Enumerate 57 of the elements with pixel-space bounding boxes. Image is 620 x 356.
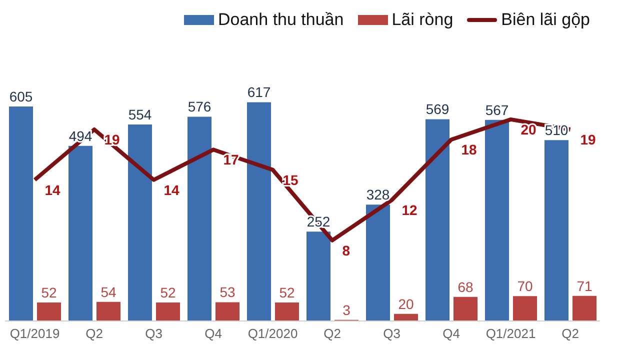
bar (247, 102, 271, 321)
bar (485, 120, 509, 321)
data-label: 3 (342, 302, 351, 318)
x-tick-label: Q1/2019 (10, 326, 60, 342)
bar (572, 296, 596, 321)
data-label: 68 (458, 278, 474, 295)
legend-label: Lãi ròng (390, 10, 454, 30)
bar (216, 302, 240, 321)
data-label: 554 (128, 106, 152, 123)
data-label: 54 (100, 284, 116, 300)
bar (426, 119, 450, 321)
bar (128, 124, 152, 321)
x-tick-label: Q4 (442, 326, 460, 342)
bar (394, 314, 418, 321)
x-tick-label: Q1/2021 (486, 326, 536, 342)
data-label: 8 (342, 242, 350, 258)
x-tick-label: Q2 (562, 326, 579, 342)
data-label: 14 (44, 182, 61, 198)
bar (544, 140, 568, 321)
bar (68, 146, 92, 321)
data-label: 569 (426, 101, 450, 118)
bar (9, 106, 33, 321)
data-label: 617 (247, 84, 271, 100)
legend-label: Biên lãi gộp (500, 10, 590, 30)
data-label: 52 (41, 284, 57, 301)
data-label: 19 (580, 131, 596, 148)
bar (188, 116, 212, 321)
data-label: 12 (402, 202, 418, 218)
data-label: 20 (520, 121, 537, 138)
x-tick-label: Q2 (86, 326, 103, 342)
bar (306, 232, 330, 321)
x-tick-label: Q3 (383, 326, 400, 342)
data-label: 70 (517, 278, 533, 294)
bar (275, 302, 299, 321)
bar (513, 296, 537, 321)
data-label: 567 (485, 102, 509, 118)
data-label: 71 (576, 278, 592, 294)
data-label: 52 (160, 284, 176, 301)
x-tick-label: Q3 (145, 326, 162, 342)
bar (96, 302, 120, 321)
data-label: 18 (461, 142, 478, 158)
data-label: 15 (282, 172, 299, 188)
data-label: 576 (188, 98, 212, 115)
bar (366, 204, 390, 321)
data-label: 328 (366, 186, 390, 203)
x-tick-label: Q4 (204, 326, 222, 342)
data-label: 20 (398, 296, 414, 312)
bar (454, 296, 478, 321)
data-label: 53 (220, 284, 236, 300)
data-label: 14 (164, 182, 180, 198)
data-label: 52 (279, 284, 295, 301)
bar (156, 302, 180, 321)
x-tick-label: Q2 (324, 326, 341, 342)
bar (37, 302, 61, 321)
x-tick-label: Q1/2020 (248, 326, 298, 342)
legend-label: Doanh thu thuần (217, 10, 344, 30)
data-label: 605 (9, 88, 33, 104)
